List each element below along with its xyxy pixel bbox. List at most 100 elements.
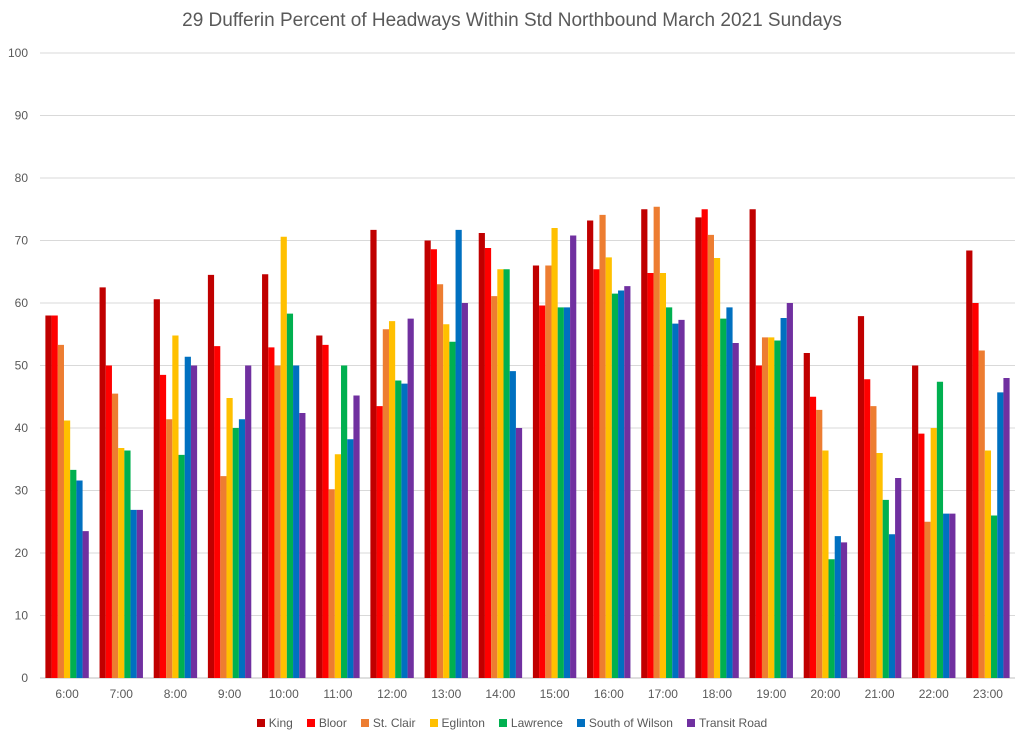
legend-swatch: [576, 719, 585, 727]
bar-king: [641, 209, 648, 678]
bar-bloor: [105, 365, 112, 678]
bar-transit-road: [732, 343, 739, 678]
bar-bloor: [376, 406, 383, 678]
bar-king: [262, 274, 269, 678]
bar-transit-road: [786, 303, 793, 678]
x-tick-label: 17:00: [648, 687, 678, 701]
bar-eglinton: [984, 450, 992, 678]
bar-eglinton: [930, 428, 937, 678]
legend: King Bloor St. Clair Eglinton Lawrence South …: [0, 716, 1024, 730]
bar-eglinton: [334, 454, 342, 678]
legend-item: King: [256, 716, 293, 730]
bar-south-of-wilson: [780, 318, 787, 678]
bar-south-of-wilson: [238, 419, 246, 678]
bar-transit-road: [407, 318, 414, 678]
bar-south-of-wilson: [184, 356, 191, 678]
bar-lawrence: [341, 365, 348, 678]
bar-bloor: [430, 249, 437, 678]
x-axis-ticks: 6:00 7:00 8:00 9:00 10:00 11:00 12:00 13:00 14:0…: [55, 687, 1003, 701]
bar-lawrence: [449, 341, 456, 678]
bar-king: [424, 240, 431, 678]
bar-south-of-wilson: [726, 307, 733, 678]
bar-bloor: [864, 379, 871, 678]
legend-item: Lawrence: [498, 716, 563, 730]
bar-king: [370, 229, 377, 678]
bar-south-of-wilson: [509, 371, 516, 678]
bar-eglinton: [497, 269, 504, 678]
bar-lawrence: [395, 380, 402, 678]
bar-bloor: [918, 433, 925, 678]
bar-transit-road: [136, 509, 143, 678]
legend-label: Lawrence: [510, 716, 563, 730]
bar-south-of-wilson: [997, 392, 1004, 678]
bar-lawrence: [178, 454, 185, 678]
bar-eglinton: [713, 258, 721, 678]
bar-st-clair: [978, 350, 985, 678]
x-tick-label: 7:00: [110, 687, 134, 701]
x-tick-label: 18:00: [702, 687, 732, 701]
bar-lawrence: [774, 340, 781, 678]
bar-eglinton: [822, 450, 829, 678]
bar-king: [587, 220, 594, 678]
bar-south-of-wilson: [834, 536, 841, 678]
x-tick-label: 21:00: [865, 687, 895, 701]
x-tick-label: 8:00: [164, 687, 188, 701]
x-tick-label: 14:00: [485, 687, 515, 701]
y-axis-ticks: 0 10 20 30 40 50 60 70 80 90 100: [8, 46, 28, 685]
bar-king: [695, 217, 702, 678]
legend-label: Transit Road: [698, 716, 768, 730]
bar-lawrence: [666, 307, 673, 678]
bar-transit-road: [515, 428, 523, 678]
bar-eglinton: [63, 420, 71, 678]
bar-eglinton: [388, 321, 396, 678]
bar-king: [912, 365, 919, 678]
bar-king: [803, 353, 810, 678]
bar-lawrence: [882, 499, 889, 678]
legend-label: Eglinton: [441, 716, 485, 730]
bar-st-clair: [382, 329, 389, 678]
bars-layer: [45, 206, 1010, 678]
x-tick-label: 6:00: [55, 687, 79, 701]
bar-lawrence: [611, 293, 619, 678]
bar-transit-road: [678, 319, 685, 678]
x-tick-label: 20:00: [810, 687, 840, 701]
bar-transit-road: [624, 286, 631, 678]
bar-lawrence: [503, 269, 510, 678]
bar-south-of-wilson: [672, 323, 679, 678]
bar-bloor: [539, 305, 546, 678]
bar-bloor: [322, 344, 329, 678]
bar-bloor: [484, 248, 492, 678]
bar-king: [207, 274, 215, 678]
bar-st-clair: [328, 489, 335, 678]
bar-south-of-wilson: [76, 480, 83, 678]
bar-king: [749, 209, 756, 678]
bar-king: [99, 287, 106, 678]
legend-swatch: [256, 719, 265, 727]
bar-transit-road: [1003, 378, 1010, 678]
bar-eglinton: [876, 453, 883, 678]
y-tick-label: 80: [15, 171, 29, 185]
legend-swatch: [498, 719, 507, 727]
y-tick-label: 100: [8, 46, 28, 60]
bar-bloor: [593, 269, 600, 678]
legend-item: South of Wilson: [576, 716, 673, 730]
grid-layer: [40, 52, 1015, 679]
bar-st-clair: [924, 521, 931, 678]
y-tick-label: 40: [15, 421, 29, 435]
bar-lawrence: [991, 515, 998, 678]
bar-st-clair: [111, 393, 119, 678]
y-tick-label: 20: [15, 546, 29, 560]
bar-eglinton: [118, 448, 125, 678]
bar-transit-road: [245, 365, 252, 678]
y-tick-label: 60: [15, 296, 29, 310]
bar-eglinton: [605, 257, 612, 678]
bar-lawrence: [70, 469, 77, 678]
bar-st-clair: [220, 476, 227, 678]
x-tick-label: 19:00: [756, 687, 786, 701]
legend-swatch: [306, 719, 315, 727]
x-tick-label: 12:00: [377, 687, 407, 701]
bar-eglinton: [768, 337, 775, 678]
x-tick-label: 11:00: [323, 687, 352, 701]
bar-eglinton: [443, 324, 450, 678]
